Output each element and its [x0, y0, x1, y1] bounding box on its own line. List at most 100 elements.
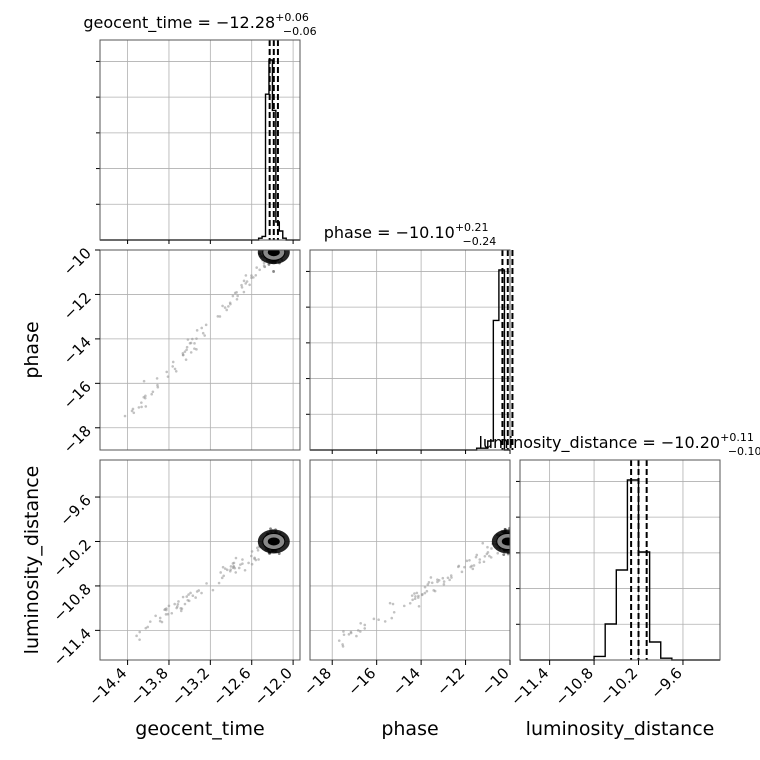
y-tick-label: −11.4	[50, 624, 95, 669]
scatter-point	[276, 246, 279, 249]
scatter-point	[514, 535, 517, 538]
scatter-point	[187, 599, 191, 603]
scatter-point	[432, 589, 435, 592]
scatter-point	[123, 414, 127, 418]
scatter-point	[204, 323, 208, 327]
scatter-point	[244, 282, 248, 285]
scatter-point	[164, 613, 168, 616]
scatter-point	[193, 347, 196, 350]
scatter-point	[272, 244, 275, 247]
scatter-point	[137, 406, 141, 409]
y-tick-label: −14	[60, 333, 95, 368]
scatter-point	[177, 600, 180, 603]
scatter-point	[223, 567, 227, 570]
scatter-point	[262, 261, 266, 265]
scatter-point	[256, 548, 260, 552]
scatter-point	[465, 559, 469, 563]
scatter-point	[254, 558, 258, 562]
scatter-points	[337, 526, 518, 648]
scatter-point	[512, 543, 515, 546]
scatter-point	[240, 286, 244, 289]
scatter-point	[255, 266, 258, 269]
scatter-point	[512, 539, 515, 542]
scatter-point	[151, 390, 155, 394]
x-tick-label: −18	[300, 664, 335, 699]
scatter-point	[510, 537, 513, 540]
scatter-point	[275, 246, 278, 249]
scatter-point	[274, 245, 277, 248]
scatter-point	[474, 555, 478, 559]
scatter-point	[163, 607, 167, 611]
scatter-point	[221, 304, 224, 308]
scatter-point	[426, 583, 430, 586]
scatter-point	[135, 634, 138, 638]
scatter-point	[448, 578, 451, 582]
y-tick-label: −9.6	[56, 491, 94, 529]
scatter-point	[140, 401, 143, 404]
scatter-point	[194, 596, 197, 599]
x-tick-label: −13.8	[127, 664, 172, 709]
scatter-point	[158, 616, 162, 620]
scatter-point	[250, 274, 253, 277]
panel-title-phase: phase = −10.10+0.21 −0.24	[324, 221, 497, 248]
scatter-point	[442, 580, 446, 583]
scatter-point	[250, 276, 253, 280]
scatter-point	[195, 590, 199, 593]
scatter-point	[158, 619, 162, 623]
scatter-point	[513, 535, 516, 538]
scatter-point	[514, 540, 517, 543]
scatter-point	[277, 243, 280, 246]
scatter-point	[515, 531, 518, 534]
scatter-point	[275, 247, 278, 250]
scatter-point	[170, 611, 174, 615]
scatter-point	[372, 617, 376, 621]
scatter-point	[511, 536, 514, 539]
y-axis-label-phase: phase	[21, 321, 43, 378]
scatter-point	[229, 568, 232, 571]
y-tick-label: −18	[60, 422, 95, 457]
scatter-point	[264, 243, 267, 246]
scatter-point	[511, 546, 514, 549]
scatter-point	[240, 283, 243, 287]
scatter-point	[442, 582, 446, 586]
scatter-point	[156, 385, 160, 389]
scatter-point	[239, 563, 242, 566]
scatter-point	[449, 574, 453, 577]
panel-bg	[520, 460, 720, 660]
panel-frame	[309, 249, 511, 451]
scatter-point	[138, 630, 142, 634]
scatter-point	[513, 540, 516, 543]
scatter-point	[176, 602, 180, 606]
contour-level	[267, 250, 280, 257]
y-tick-label: −10.8	[50, 580, 95, 625]
scatter-point	[275, 245, 278, 248]
scatter-point	[512, 541, 515, 544]
scatter-point	[277, 244, 280, 247]
scatter-point	[514, 545, 517, 548]
scatter-point	[270, 246, 273, 249]
scatter-point	[460, 570, 464, 574]
scatter-point	[276, 243, 279, 246]
scatter-point	[166, 612, 170, 616]
x-tick-label: −12.6	[209, 664, 254, 709]
scatter-point	[511, 542, 514, 545]
scatter-point	[205, 582, 208, 585]
scatter-point	[189, 341, 193, 345]
hist-panel-luminosity_distance	[516, 459, 721, 661]
scatter-point	[245, 280, 249, 283]
scatter-point	[515, 534, 518, 537]
scatter-point	[512, 544, 515, 547]
scatter-point	[277, 245, 280, 248]
panel-frame	[519, 459, 721, 661]
scatter-point	[513, 529, 516, 532]
scatter-point	[471, 567, 475, 571]
scatter-point	[270, 243, 273, 246]
scatter-point	[427, 581, 431, 584]
panel-frame	[99, 249, 301, 451]
scatter-point	[469, 565, 472, 569]
scatter-point	[275, 243, 278, 246]
scatter-point	[392, 610, 396, 614]
x-tick-label: −12.0	[251, 664, 296, 709]
scatter-point	[514, 541, 517, 544]
scatter-point	[416, 596, 420, 599]
